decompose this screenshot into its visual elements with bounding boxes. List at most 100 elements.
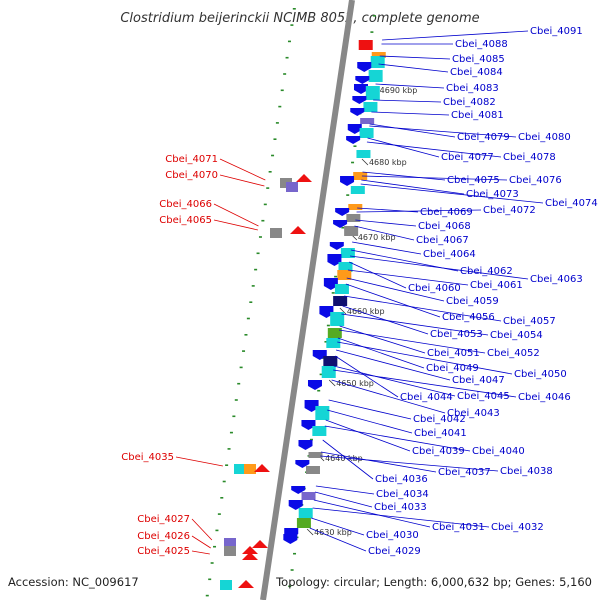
gene-label-forward[interactable]: Cbei_4047 (452, 375, 505, 386)
gene-label-forward[interactable]: Cbei_4042 (413, 414, 466, 425)
gene-label-forward[interactable]: Cbei_4072 (483, 205, 536, 216)
gene-label-forward[interactable]: Cbei_4068 (418, 221, 471, 232)
gene-label-forward[interactable]: Cbei_4029 (368, 546, 421, 557)
gene-arrow-forward (353, 84, 368, 94)
label-connector (315, 485, 375, 495)
gene-label-forward[interactable]: Cbei_4076 (509, 175, 562, 186)
label-connector (378, 63, 449, 73)
label-connector (361, 175, 508, 181)
label-connector (344, 295, 502, 322)
gene-label-forward[interactable]: Cbei_4057 (503, 316, 556, 327)
tick-mark-left (225, 464, 229, 466)
gene-label-reverse[interactable]: Cbei_4070 (165, 170, 218, 181)
gene-label-reverse[interactable]: Cbei_4025 (137, 546, 190, 557)
gene-arrow-forward (319, 306, 334, 318)
tick-mark-left (261, 219, 265, 222)
tick-mark-left (220, 497, 224, 499)
gene-label-forward[interactable]: Cbei_4037 (438, 467, 491, 478)
gene-label-forward[interactable]: Cbei_4085 (452, 54, 505, 65)
gene-label-forward[interactable]: Cbei_4039 (412, 446, 465, 457)
tick-mark-left (278, 105, 282, 108)
tick-mark-left (239, 366, 243, 369)
tick-mark-left (237, 382, 241, 385)
gene-label-forward[interactable]: Cbei_4052 (487, 348, 540, 359)
gene-arrow-forward (350, 108, 365, 116)
gene-label-forward[interactable]: Cbei_4080 (518, 132, 571, 143)
gene-label-forward[interactable]: Cbei_4056 (442, 312, 495, 323)
gene-label-forward[interactable]: Cbei_4091 (530, 26, 583, 37)
gene-label-forward[interactable]: Cbei_4088 (455, 39, 508, 50)
gene-block (327, 328, 342, 338)
gene-label-forward[interactable]: Cbei_4075 (447, 175, 500, 186)
tick-mark-left (275, 122, 279, 124)
label-connector (213, 203, 259, 227)
gene-label-reverse[interactable]: Cbei_4026 (137, 531, 190, 542)
gene-label-forward[interactable]: Cbei_4079 (457, 132, 510, 143)
gene-label-reverse[interactable]: Cbei_4065 (159, 215, 212, 226)
gene-label-forward[interactable]: Cbei_4060 (408, 283, 461, 294)
gene-label-forward[interactable]: Cbei_4054 (490, 330, 543, 341)
gene-label-forward[interactable]: Cbei_4064 (423, 249, 476, 260)
label-connector (347, 269, 469, 286)
gene-label-forward[interactable]: Cbei_4082 (443, 97, 496, 108)
gene-label-reverse[interactable]: Cbei_4035 (121, 452, 174, 463)
tick-mark-left (229, 431, 233, 434)
gene-label-forward[interactable]: Cbei_4069 (420, 207, 473, 218)
gene-label-forward[interactable]: Cbei_4041 (414, 428, 467, 439)
tick-mark-left (283, 73, 287, 75)
gene-label-forward[interactable]: Cbei_4073 (466, 189, 519, 200)
gene-label-reverse[interactable]: Cbei_4027 (137, 514, 190, 525)
gene-label-reverse[interactable]: Cbei_4071 (165, 154, 218, 165)
gene-label-forward[interactable]: Cbei_4036 (375, 474, 428, 485)
gene-label-forward[interactable]: Cbei_4063 (530, 274, 583, 285)
gene-label-reverse[interactable]: Cbei_4066 (159, 199, 212, 210)
gene-arrow-forward (307, 380, 322, 390)
gene-label-forward[interactable]: Cbei_4061 (470, 280, 523, 291)
tick-mark-right (351, 161, 355, 164)
tick-mark-left (287, 40, 291, 43)
gene-label-forward[interactable]: Cbei_4051 (427, 348, 480, 359)
gene-label-forward[interactable]: Cbei_4081 (451, 110, 504, 121)
gene-label-forward[interactable]: Cbei_4077 (441, 152, 494, 163)
gene-label-forward[interactable]: Cbei_4083 (446, 83, 499, 94)
gene-label-forward[interactable]: Cbei_4049 (426, 363, 479, 374)
gene-label-forward[interactable]: Cbei_4031 (432, 522, 485, 533)
gene-block (305, 466, 320, 474)
gene-label-forward[interactable]: Cbei_4030 (366, 530, 419, 541)
gene-label-forward[interactable]: Cbei_4084 (450, 67, 503, 78)
gene-label-forward[interactable]: Cbei_4067 (416, 235, 469, 246)
gene-arrow-reverse (242, 552, 258, 560)
gene-label-forward[interactable]: Cbei_4059 (446, 296, 499, 307)
genome-axis (260, 0, 355, 600)
gene-label-forward[interactable]: Cbei_4062 (460, 266, 513, 277)
gene-label-forward[interactable]: Cbei_4033 (374, 502, 427, 513)
gene-label-forward[interactable]: Cbei_4044 (400, 392, 453, 403)
gene-label-forward[interactable]: Cbei_4038 (500, 466, 553, 477)
gene-label-forward[interactable]: Cbei_4045 (457, 391, 510, 402)
gene-arrow-forward (288, 500, 303, 510)
gene-arrow-forward (340, 176, 355, 186)
genome-summary-text: Topology: circular; Length: 6,000,632 bp… (275, 575, 592, 589)
gene-label-forward[interactable]: Cbei_4074 (545, 198, 598, 209)
tick-mark-right (288, 585, 292, 588)
gene-label-forward[interactable]: Cbei_4050 (514, 369, 567, 380)
gene-label-forward[interactable]: Cbei_4032 (491, 522, 544, 533)
gene-label-forward[interactable]: Cbei_4034 (376, 489, 429, 500)
gene-arrow-forward (329, 242, 344, 250)
gene-label-forward[interactable]: Cbei_4078 (503, 152, 556, 163)
gene-block (312, 426, 327, 436)
label-connector (346, 277, 445, 302)
gene-label-forward[interactable]: Cbei_4046 (518, 392, 571, 403)
tick-mark-left (251, 285, 255, 287)
tick-mark-right (331, 292, 335, 294)
gene-block (301, 492, 316, 500)
gene-label-forward[interactable]: Cbei_4053 (430, 329, 483, 340)
gene-labels: Cbei_4091 Cbei_4088 Cbei_4085 Cbei_4084 Cbei… (121, 26, 597, 557)
gene-label-forward[interactable]: Cbei_4043 (447, 408, 500, 419)
gene-block (270, 228, 282, 238)
gene-label-forward[interactable]: Cbei_4040 (472, 446, 525, 457)
label-connector (337, 337, 425, 369)
label-connector (369, 123, 456, 138)
label-connector (312, 507, 490, 528)
tick-mark-left (254, 268, 258, 271)
